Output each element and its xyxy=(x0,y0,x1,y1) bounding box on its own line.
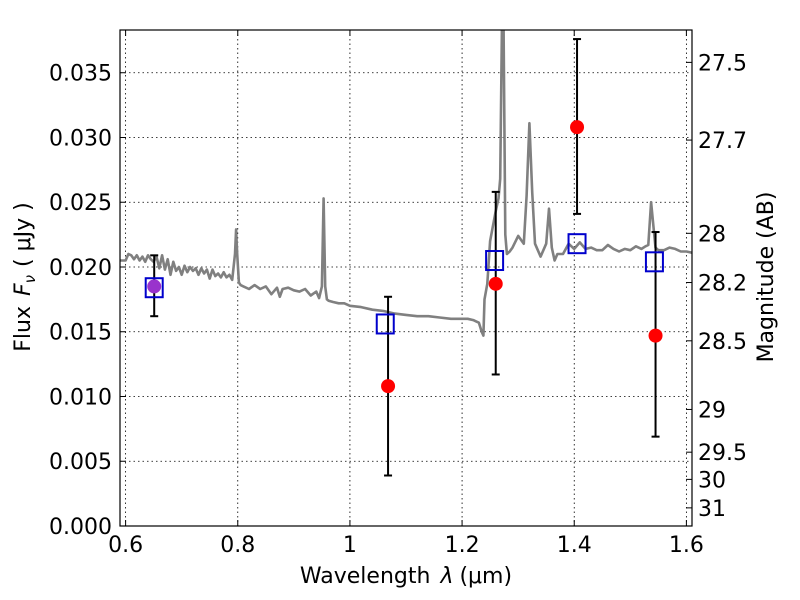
observed-point xyxy=(570,120,585,135)
observed-point xyxy=(488,276,503,291)
y2-tick-label: 28.2 xyxy=(698,272,747,297)
x-tick-label: 1.2 xyxy=(445,533,480,558)
model-spectrum xyxy=(120,30,692,337)
x-tick-label: 0.8 xyxy=(220,533,255,558)
model-square xyxy=(644,251,664,273)
y-tick-label: 0.035 xyxy=(49,62,112,87)
x-tick-label: 1.6 xyxy=(669,533,704,558)
model-square xyxy=(567,233,587,255)
y2-tick-label: 28 xyxy=(698,222,726,247)
model-square xyxy=(375,313,395,335)
y2-tick-label: 27.7 xyxy=(698,129,747,154)
y-tick-label: 0.020 xyxy=(49,256,112,281)
y2-tick-label: 28.5 xyxy=(698,330,747,355)
y-tick-label: 0.000 xyxy=(49,515,112,540)
model-square xyxy=(144,277,164,299)
observed-point xyxy=(147,279,162,294)
y-tick-label: 0.025 xyxy=(49,191,112,216)
model-photometry xyxy=(144,233,664,335)
x-tick-label: 0.6 xyxy=(108,533,143,558)
spectrum-line xyxy=(120,30,692,337)
plot-frame xyxy=(119,29,693,527)
axis-ticks: 0.6 0.8 1 1.2 1.4 1.6 0.000 0.005 0.010 0.015 0.02… xyxy=(49,30,747,558)
x-tick-label: 1 xyxy=(343,533,357,558)
y2-tick-label: 30 xyxy=(698,468,726,493)
grid xyxy=(120,30,692,526)
y-tick-label: 0.015 xyxy=(49,321,112,346)
y-tick-label: 0.005 xyxy=(49,450,112,475)
observed-point xyxy=(381,379,396,394)
y-axis-label: FluxFν( μJy ) xyxy=(11,202,39,351)
x-axis-label: Wavelength λ (μm) xyxy=(300,564,512,589)
observed-photometry xyxy=(147,120,663,394)
y2-tick-label: 29 xyxy=(698,398,726,423)
y-tick-label: 0.010 xyxy=(49,385,112,410)
right-axis-label: Magnitude (AB) xyxy=(754,192,779,363)
x-tick-label: 1.4 xyxy=(557,533,592,558)
observed-point xyxy=(648,328,663,343)
y2-tick-label: 27.5 xyxy=(698,51,747,76)
error-bars xyxy=(150,38,660,477)
model-square xyxy=(485,250,505,272)
y2-tick-label: 31 xyxy=(698,497,726,522)
y2-tick-label: 29.5 xyxy=(698,441,747,466)
y-tick-label: 0.030 xyxy=(49,126,112,151)
